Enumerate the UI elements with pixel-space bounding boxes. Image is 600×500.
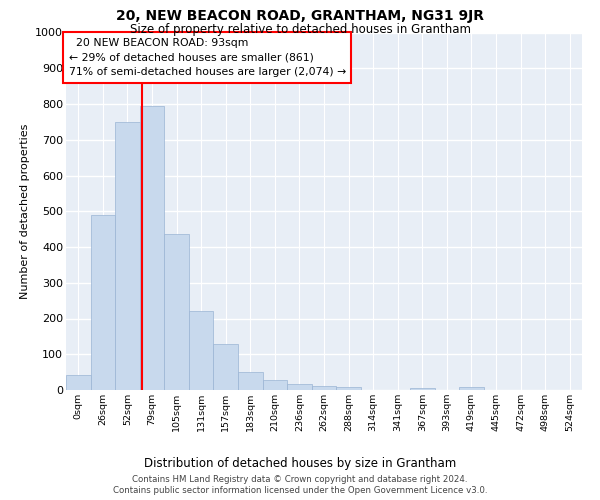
Bar	[287, 384, 312, 390]
Bar	[336, 387, 361, 390]
Y-axis label: Number of detached properties: Number of detached properties	[20, 124, 29, 299]
Text: 20 NEW BEACON ROAD: 93sqm
← 29% of detached houses are smaller (861)
71% of semi: 20 NEW BEACON ROAD: 93sqm ← 29% of detac…	[68, 38, 346, 78]
Bar	[91, 215, 115, 390]
Bar	[459, 387, 484, 390]
Bar	[189, 312, 214, 390]
Bar	[312, 386, 336, 390]
Text: 20, NEW BEACON ROAD, GRANTHAM, NG31 9JR: 20, NEW BEACON ROAD, GRANTHAM, NG31 9JR	[116, 9, 484, 23]
Text: Contains HM Land Registry data © Crown copyright and database right 2024.: Contains HM Land Registry data © Crown c…	[132, 475, 468, 484]
Bar	[164, 234, 189, 390]
Bar	[115, 122, 140, 390]
Bar	[214, 344, 238, 390]
Bar	[238, 372, 263, 390]
Text: Contains public sector information licensed under the Open Government Licence v3: Contains public sector information licen…	[113, 486, 487, 495]
Text: Size of property relative to detached houses in Grantham: Size of property relative to detached ho…	[130, 22, 470, 36]
Bar	[410, 388, 434, 390]
Bar	[263, 380, 287, 390]
Bar	[140, 106, 164, 390]
Bar	[66, 375, 91, 390]
Text: Distribution of detached houses by size in Grantham: Distribution of detached houses by size …	[144, 458, 456, 470]
